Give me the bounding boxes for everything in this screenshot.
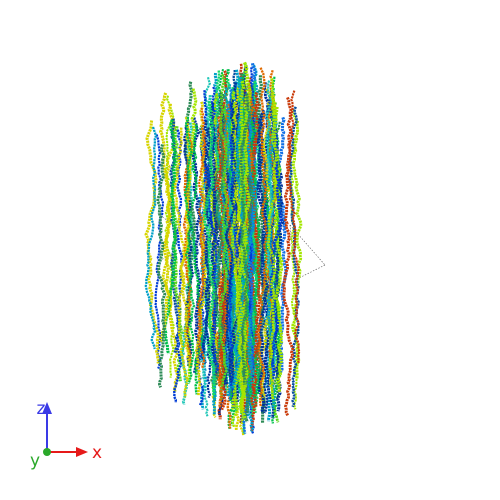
polymer-strand — [269, 129, 283, 379]
polymer-strand — [161, 103, 179, 393]
polymer-strand — [242, 67, 256, 404]
y-axis-label: y — [30, 451, 40, 471]
polymer-strand — [239, 93, 252, 385]
polymer-strand — [202, 100, 217, 396]
polymer-strand — [265, 80, 277, 375]
polymer-strand — [288, 106, 300, 408]
polymer-strand — [163, 119, 178, 355]
y-axis-origin-dot — [43, 448, 51, 456]
polymer-strand — [230, 76, 250, 390]
polymer-strand — [257, 67, 269, 408]
polymer-strand — [227, 98, 239, 408]
polymer-strand — [196, 107, 207, 369]
polymer-strand — [266, 77, 278, 400]
z-axis-label: z — [37, 399, 46, 419]
polymer-strand — [179, 116, 192, 367]
polymer-strand — [156, 144, 167, 388]
x-axis-label: x — [92, 443, 102, 463]
polymer-strand — [229, 90, 242, 410]
polymer-strand — [208, 72, 225, 416]
polymer-strand — [159, 92, 172, 343]
polymer-strand — [248, 85, 261, 414]
z-axis-arrowhead — [42, 402, 52, 414]
polymer-strand — [229, 82, 243, 395]
polymer-strand — [154, 134, 165, 369]
polymer-strand — [213, 93, 227, 386]
polymer-strand — [217, 74, 229, 387]
polymer-strand — [256, 109, 269, 414]
polymer-strand — [225, 99, 239, 383]
polymer-strand — [188, 124, 205, 395]
polymer-strand — [255, 75, 267, 424]
polymer-strand — [191, 117, 202, 373]
polymer-strand — [172, 129, 184, 403]
axes-triad: z x y — [30, 399, 102, 471]
polymer-strand — [201, 120, 211, 364]
x-axis-arrowhead — [76, 447, 88, 457]
polymer-strand — [208, 93, 219, 370]
polymer-strands — [144, 61, 303, 436]
polymer-strand — [217, 103, 233, 407]
polymer-strand — [286, 90, 301, 364]
polymer-strand — [144, 126, 158, 350]
polymer-strand — [183, 116, 196, 385]
polymer-strand — [183, 121, 195, 363]
polymer-strand — [282, 96, 295, 417]
polymer-strand — [144, 120, 160, 364]
